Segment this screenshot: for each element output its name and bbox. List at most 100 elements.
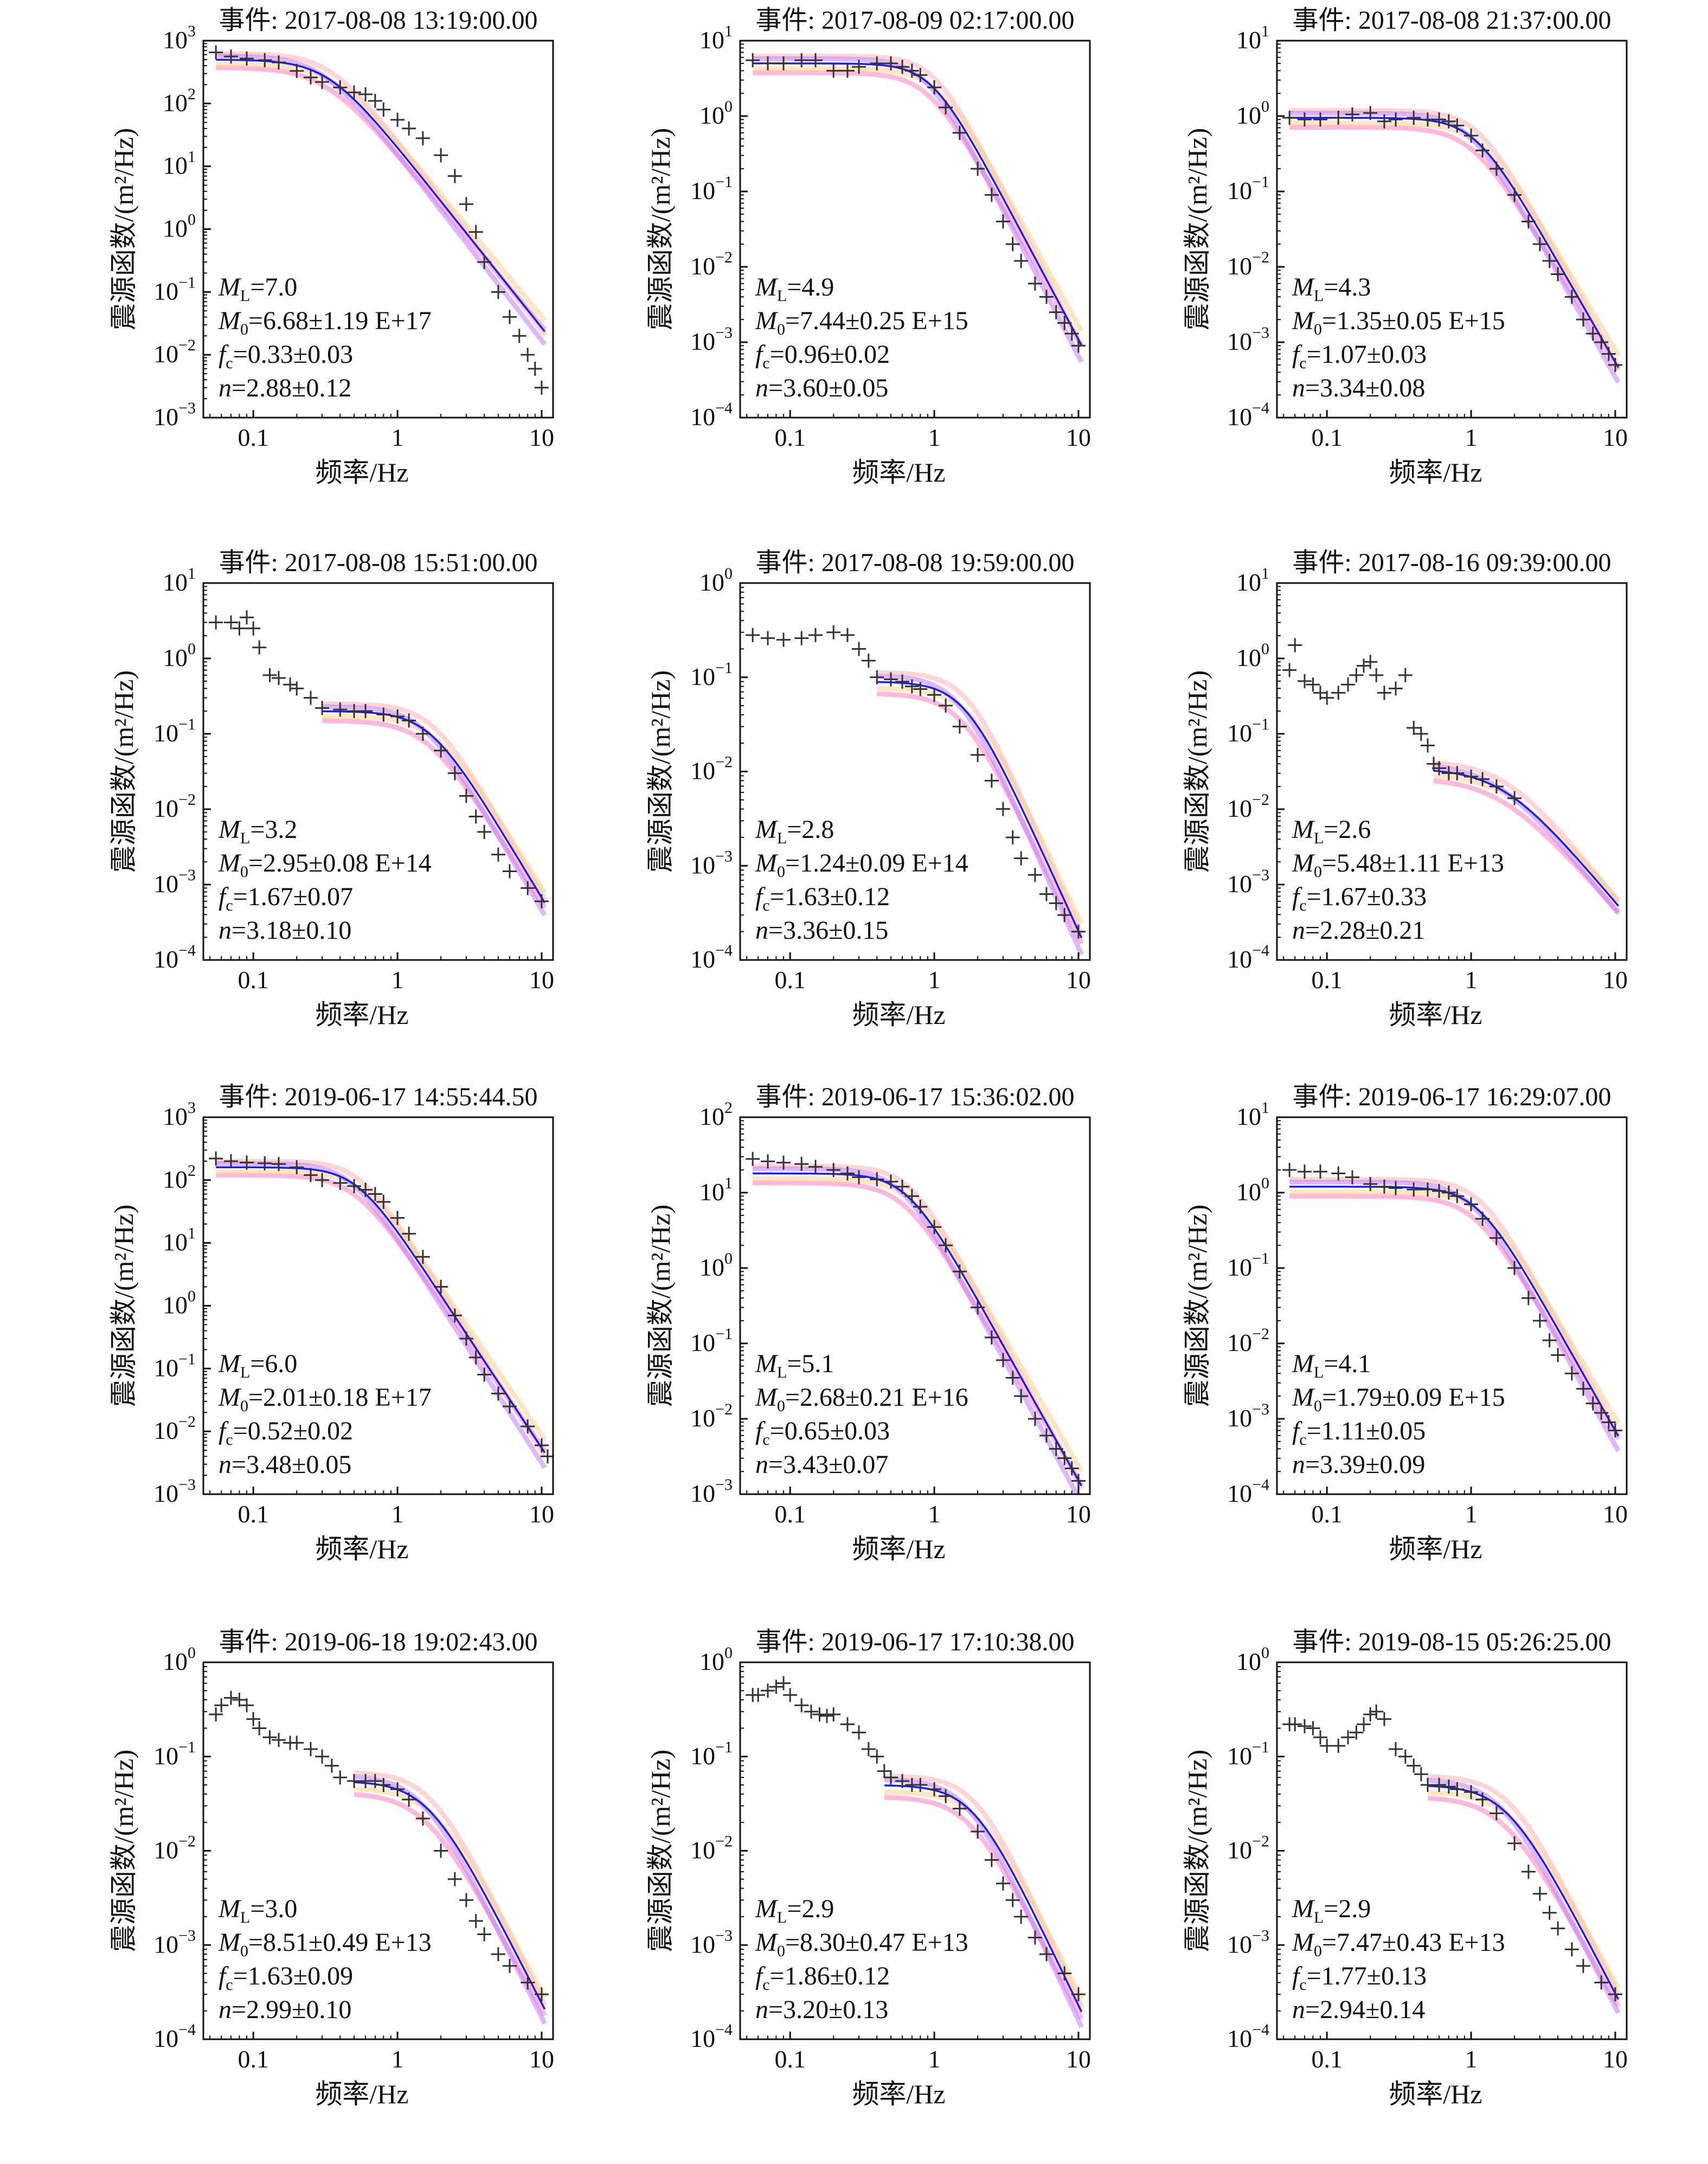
data-point xyxy=(952,1264,967,1279)
y-axis-label: 震源函数/(m²/Hz) xyxy=(645,1205,676,1407)
data-point xyxy=(1507,188,1522,202)
y-tick-label: 10−2 xyxy=(690,1400,733,1432)
data-point xyxy=(1313,112,1328,127)
data-point xyxy=(459,1893,473,1907)
data-point xyxy=(996,214,1010,229)
data-point xyxy=(224,49,239,64)
data-point xyxy=(402,713,416,728)
data-point xyxy=(820,1708,834,1723)
y-tick-label: 102 xyxy=(699,1099,733,1130)
data-point xyxy=(794,53,809,68)
x-tick-label: 10 xyxy=(529,424,554,451)
x-tick-label: 1 xyxy=(928,2045,941,2073)
y-tick-label: 10−3 xyxy=(1227,324,1269,355)
data-point xyxy=(376,1195,391,1209)
y-tick-label: 10−1 xyxy=(1227,1250,1269,1281)
data-point xyxy=(368,1187,382,1201)
data-point xyxy=(1542,1905,1557,1920)
observed-points xyxy=(1282,1704,1622,2002)
data-point xyxy=(1475,1212,1490,1226)
data-point xyxy=(240,51,254,66)
panel-title: 事件: 2017-08-16 09:39:00.00 xyxy=(1293,548,1611,577)
data-point xyxy=(315,75,330,89)
data-point xyxy=(1414,1767,1428,1782)
data-point xyxy=(884,672,898,687)
data-point xyxy=(761,631,775,645)
data-point xyxy=(870,1749,884,1764)
data-point xyxy=(434,1843,448,1858)
x-axis-label: 频率/Hz xyxy=(315,457,408,488)
data-point xyxy=(1298,1719,1312,1733)
data-point xyxy=(952,1801,967,1816)
data-point xyxy=(1464,129,1479,143)
data-point xyxy=(1507,1836,1522,1851)
x-tick-label: 1 xyxy=(1465,2045,1478,2073)
x-tick-label: 0.1 xyxy=(774,424,806,451)
best-fit-curve xyxy=(1289,1186,1620,1437)
panel-title: 事件: 2019-08-15 05:26:25.00 xyxy=(1293,1628,1611,1656)
spectrum-panel-1: 事件: 2017-08-08 13:19:00.0010−310−210−110… xyxy=(108,6,554,488)
data-point xyxy=(1585,326,1600,341)
y-tick-label: 101 xyxy=(699,1174,733,1206)
data-point xyxy=(1398,1749,1412,1764)
spectrum-panel-3: 事件: 2017-08-08 21:37:00.0010−410−310−210… xyxy=(1182,6,1628,488)
data-point xyxy=(1320,690,1334,705)
data-point xyxy=(1432,761,1447,776)
data-point xyxy=(1306,1721,1320,1736)
data-point xyxy=(1057,908,1072,923)
x-tick-label: 1 xyxy=(391,2045,404,2073)
data-point xyxy=(1282,663,1297,677)
data-point xyxy=(1475,1792,1490,1807)
data-point xyxy=(861,654,876,668)
data-point xyxy=(1039,1428,1054,1443)
data-point xyxy=(783,1688,798,1702)
data-point xyxy=(1542,253,1557,268)
param-line: n=3.60±0.05 xyxy=(755,374,888,402)
data-point xyxy=(1407,111,1421,125)
y-tick-label: 100 xyxy=(699,565,733,596)
data-point xyxy=(746,1151,760,1166)
data-point xyxy=(246,1712,261,1726)
data-point xyxy=(1551,1348,1565,1362)
data-point xyxy=(1049,896,1063,911)
data-point xyxy=(315,1749,330,1764)
data-point xyxy=(347,1179,362,1194)
data-point xyxy=(447,1872,462,1886)
param-line: ML=2.9 xyxy=(1292,1894,1371,1926)
data-point xyxy=(491,1947,505,1962)
data-point xyxy=(1377,1712,1392,1726)
x-tick-label: 0.1 xyxy=(1311,966,1343,994)
y-tick-label: 100 xyxy=(1236,98,1269,129)
plot-frame xyxy=(1276,582,1628,961)
fit-curves xyxy=(1433,760,1621,915)
plot-frame xyxy=(202,582,554,961)
x-tick-label: 1 xyxy=(928,966,941,994)
data-point xyxy=(333,1176,348,1190)
fit-band-curve xyxy=(1433,764,1621,915)
data-point xyxy=(840,1166,855,1181)
data-point xyxy=(1064,326,1079,341)
data-point xyxy=(826,63,841,78)
data-point xyxy=(1282,1163,1297,1177)
data-point xyxy=(1331,1738,1346,1753)
fit-band-curve xyxy=(877,674,1084,956)
data-point xyxy=(240,1698,254,1713)
y-tick-label: 101 xyxy=(699,22,733,54)
y-tick-label: 10−4 xyxy=(690,399,733,431)
data-point xyxy=(1005,830,1020,844)
data-point xyxy=(1441,114,1456,129)
x-tick-label: 0.1 xyxy=(237,966,269,994)
data-point xyxy=(1363,106,1378,120)
x-tick-label: 0.1 xyxy=(774,966,806,994)
param-line: ML=3.2 xyxy=(218,815,297,847)
data-point xyxy=(1028,276,1042,291)
fit-band-curve xyxy=(877,686,1084,925)
fit-band-curve xyxy=(354,1774,547,2025)
plot-frame xyxy=(739,40,1091,419)
data-point xyxy=(808,53,823,68)
data-point xyxy=(1349,668,1364,682)
data-point xyxy=(415,1811,430,1826)
data-point xyxy=(812,1707,827,1722)
data-point xyxy=(927,1220,942,1234)
fit-band-curve xyxy=(753,53,1084,348)
